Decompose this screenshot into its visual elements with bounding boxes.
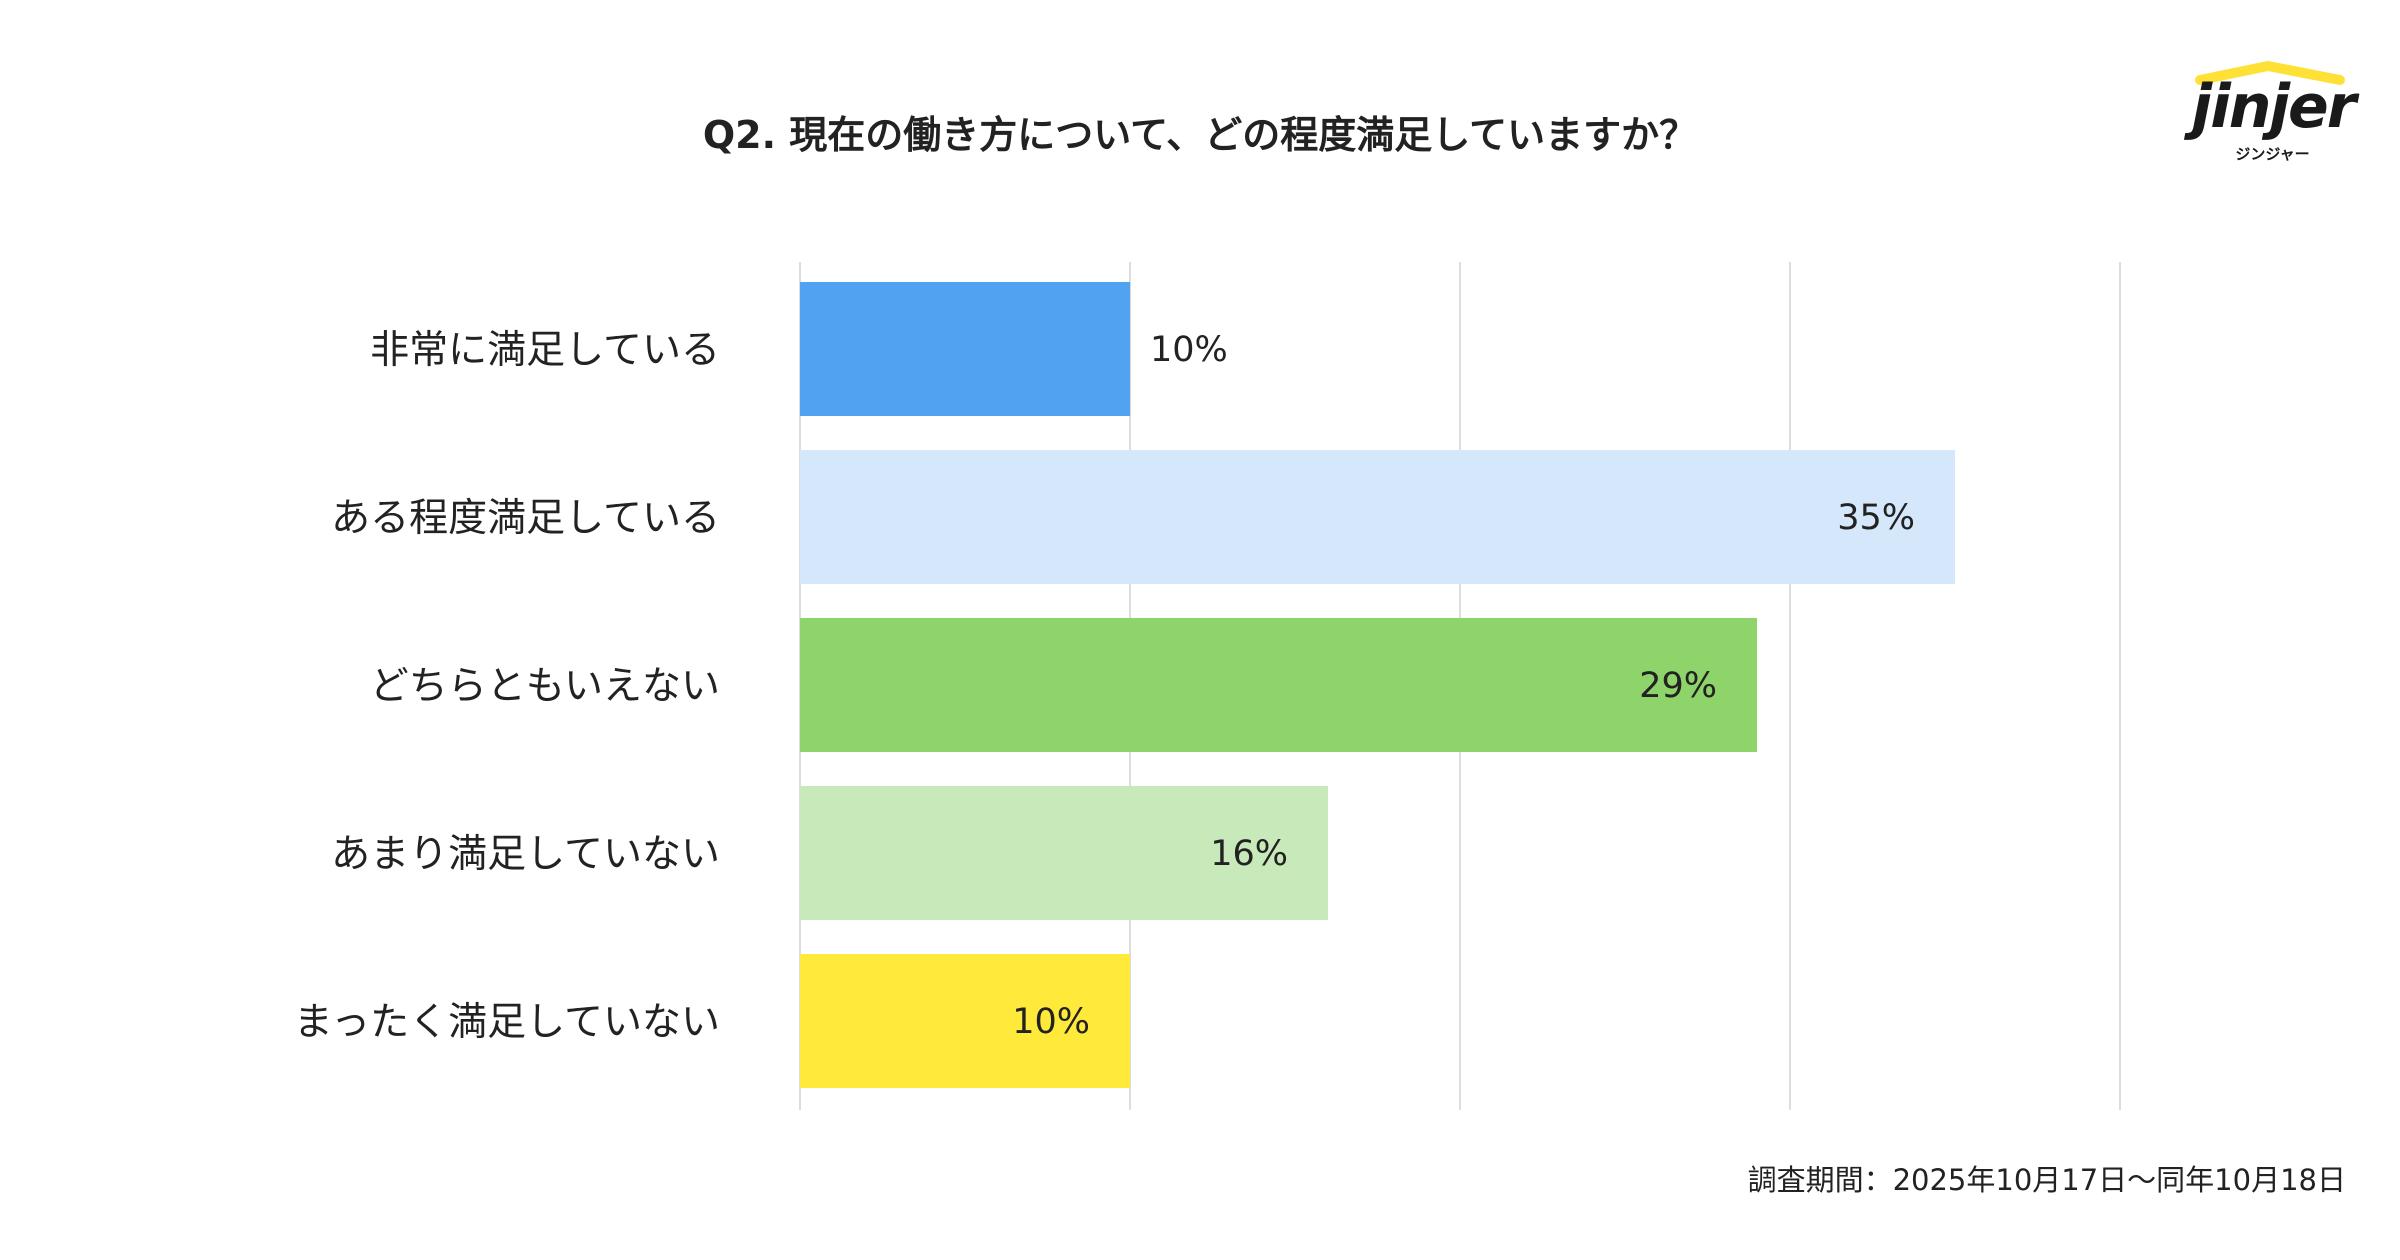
bar [800, 954, 1130, 1088]
bar [800, 786, 1328, 920]
category-label: どちらともいえない [370, 664, 720, 709]
logo-roof-icon [2195, 61, 2345, 85]
logo-wordmark: jinjer [2191, 72, 2357, 142]
value-label: 16% [1210, 834, 1288, 874]
value-label: 10% [1012, 1002, 1090, 1042]
chart-title: Q2. 現在の働き方について、どの程度満足していますか？ [702, 113, 1698, 157]
survey-period: 調査期間：2025年10月17日〜同年10月18日 [1747, 1163, 2346, 1197]
logo-kana: ジンジャー [2235, 145, 2310, 163]
bar [800, 282, 1130, 416]
bar [800, 618, 1757, 752]
category-label: ある程度満足している [331, 496, 720, 541]
category-label: まったく満足していない [294, 1000, 720, 1045]
bar [800, 450, 1955, 584]
category-label: あまり満足していない [331, 832, 720, 877]
value-label: 29% [1639, 666, 1717, 706]
category-label: 非常に満足している [370, 328, 720, 373]
value-label: 10% [1150, 330, 1228, 370]
jinjer-logo: jinjer ジンジャー [2180, 58, 2360, 178]
value-label: 35% [1837, 498, 1915, 538]
